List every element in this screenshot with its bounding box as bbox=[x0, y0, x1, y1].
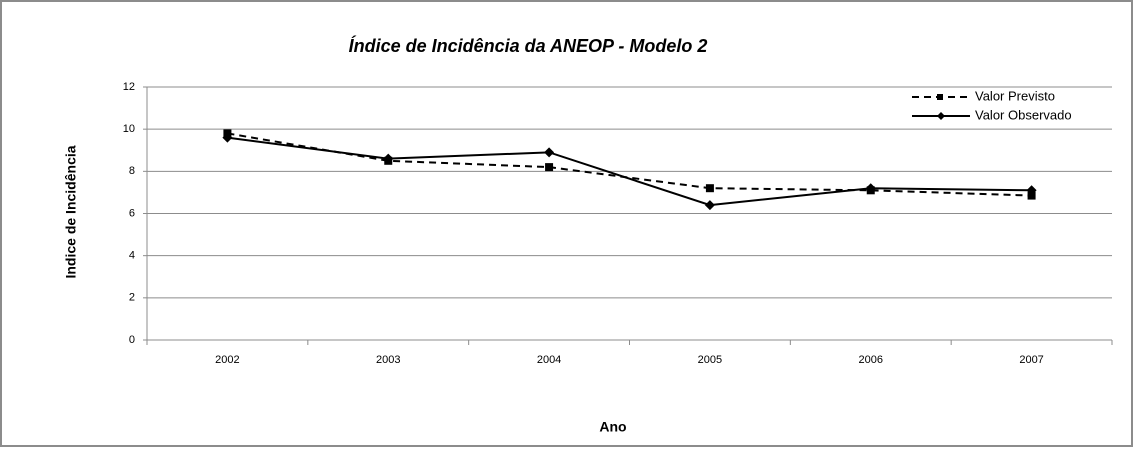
y-tick-label: 10 bbox=[123, 123, 135, 135]
x-tick-label: 2002 bbox=[215, 354, 239, 366]
x-tick-label: 2003 bbox=[376, 354, 400, 366]
marker bbox=[1027, 191, 1036, 200]
x-tick-label: 2007 bbox=[1019, 354, 1043, 366]
marker bbox=[544, 147, 555, 158]
marker bbox=[222, 132, 233, 143]
legend-marker bbox=[937, 112, 945, 120]
marker bbox=[705, 184, 714, 193]
y-tick-label: 6 bbox=[129, 207, 135, 219]
marker bbox=[704, 200, 715, 211]
legend-label: Valor Observado bbox=[975, 107, 1072, 122]
x-axis-label: Ano bbox=[599, 419, 626, 435]
x-tick-label: 2005 bbox=[698, 354, 722, 366]
y-tick-label: 4 bbox=[129, 250, 135, 262]
legend-marker bbox=[937, 94, 943, 100]
marker bbox=[545, 163, 554, 172]
series-line bbox=[227, 136, 1032, 207]
y-tick-label: 12 bbox=[123, 81, 135, 93]
x-tick-label: 2006 bbox=[859, 354, 883, 366]
marker bbox=[865, 183, 876, 194]
y-axis-label: Indice de Incidência bbox=[63, 145, 79, 278]
y-tick-label: 0 bbox=[129, 334, 135, 346]
x-tick-label: 2004 bbox=[537, 354, 561, 366]
y-tick-label: 2 bbox=[129, 292, 135, 304]
legend-label: Valor Previsto bbox=[975, 88, 1055, 103]
chart-title: Índice de Incidência da ANEOP - Modelo 2 bbox=[349, 35, 708, 56]
marker bbox=[1026, 185, 1037, 196]
series-line bbox=[227, 132, 1032, 197]
marker bbox=[383, 153, 394, 164]
y-tick-label: 8 bbox=[129, 165, 135, 177]
